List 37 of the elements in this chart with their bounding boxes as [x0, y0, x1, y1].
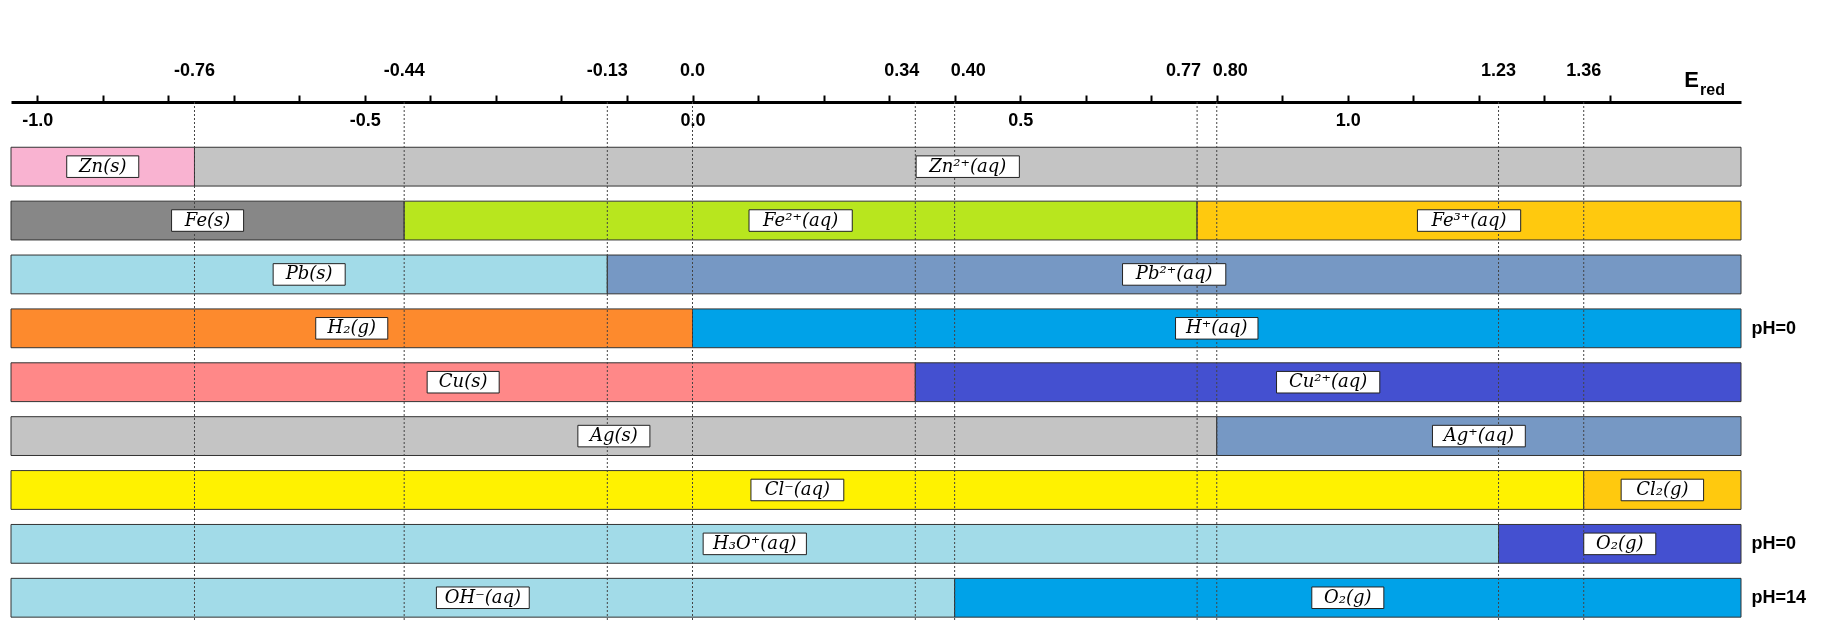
- series-label: Fe²⁺(aq): [762, 208, 839, 230]
- series-label: Cu²⁺(aq): [1288, 370, 1368, 392]
- series-label: Cu(s): [438, 370, 488, 392]
- series-label: Ag(s): [587, 424, 638, 446]
- series-label: O₂(g): [1324, 585, 1372, 607]
- series-label: O₂(g): [1596, 531, 1644, 553]
- ref-line-label: 0.34: [884, 60, 920, 80]
- x-tick-label: -1.0: [22, 109, 54, 130]
- y-tick-label: pH=0: [1751, 533, 1797, 554]
- y-tick-label: pH=14: [1751, 587, 1807, 608]
- ref-line-label: -0.76: [173, 60, 215, 80]
- series-label: OH⁻(aq): [444, 585, 521, 607]
- series-label: Cl₂(g): [1636, 477, 1689, 499]
- x-tick-label: 0.5: [1008, 109, 1034, 130]
- series-label: H₂(g): [326, 316, 376, 338]
- y-tick-label: pH=0: [1751, 317, 1797, 338]
- series-label: Cl⁻(aq): [764, 477, 831, 499]
- series-label: Ag⁺(aq): [1441, 424, 1515, 446]
- ref-line-label: 0.80: [1212, 60, 1248, 80]
- ref-line-label: 0.40: [950, 60, 986, 80]
- series-label: H⁺(aq): [1185, 316, 1248, 338]
- x-tick-label: 0.0: [680, 109, 706, 130]
- series-label: Fe(s): [183, 208, 231, 230]
- ref-line-label: -0.44: [383, 60, 425, 80]
- series-label: Zn(s): [78, 154, 127, 176]
- series-label: Pb(s): [284, 262, 333, 284]
- x-tick-label: -0.5: [349, 109, 381, 130]
- ref-line-label: 1.23: [1481, 60, 1517, 80]
- series-label: Fe³⁺(aq): [1430, 208, 1507, 230]
- series-label: H₃O⁺(aq): [712, 531, 797, 553]
- ref-line-label: 0.77: [1166, 60, 1202, 80]
- series-label: Pb²⁺(aq): [1134, 262, 1213, 284]
- series-label: Zn²⁺(aq): [928, 154, 1007, 176]
- ref-line-label: 1.36: [1566, 60, 1602, 80]
- ref-line-label: 0.0: [680, 60, 706, 80]
- x-tick-label: 1.0: [1335, 109, 1361, 130]
- ref-line-label: -0.13: [586, 60, 628, 80]
